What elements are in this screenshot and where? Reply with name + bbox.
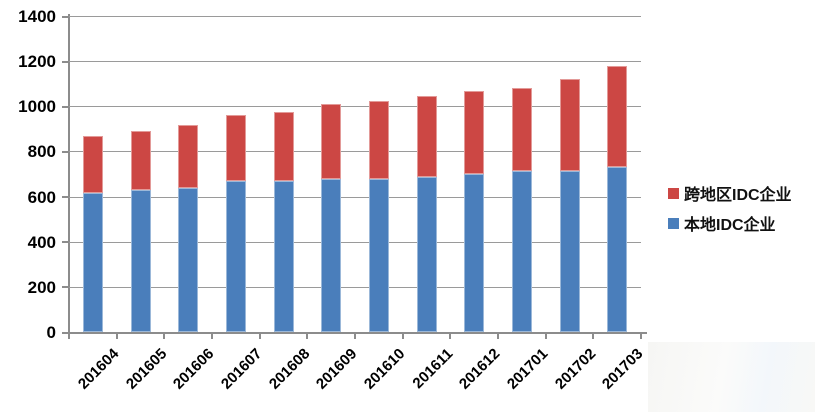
bar-segment-local-201701 <box>511 170 532 332</box>
x-tick-3 <box>211 334 213 339</box>
x-tick-5 <box>306 334 309 339</box>
bar-segment-cross-region-201609 <box>321 104 342 179</box>
bar-segment-local-201607 <box>225 180 246 332</box>
y-tick-1200 <box>62 60 69 63</box>
y-tick-label-1400: 1400 <box>18 7 56 26</box>
x-tick-11 <box>592 334 595 339</box>
gridline-1000 <box>69 106 641 108</box>
bar-segment-local-201703 <box>607 167 628 332</box>
y-tick-400 <box>62 241 69 244</box>
legend-label-cross-region: 跨地区IDC企业 <box>684 187 792 204</box>
y-tick-label-400: 400 <box>27 232 56 252</box>
bar-segment-local-201610 <box>368 178 389 332</box>
y-tick-label-0: 0 <box>46 323 56 342</box>
y-tick-200 <box>62 286 69 289</box>
gridline-1400 <box>69 16 641 17</box>
x-tick-12 <box>640 334 642 339</box>
x-tick-8 <box>449 334 452 339</box>
y-tick-1400 <box>62 15 69 18</box>
legend-item-cross-region: 跨地区IDC企业 <box>668 181 792 205</box>
bar-segment-local-201611 <box>416 177 437 332</box>
x-tick-4 <box>258 334 261 339</box>
x-tick-6 <box>354 334 356 339</box>
bar-segment-local-201605 <box>130 189 151 332</box>
y-tick-label-1000: 1000 <box>18 97 56 117</box>
bar-segment-local-201612 <box>464 174 485 332</box>
x-tick-1 <box>115 334 118 339</box>
x-tick-9 <box>497 334 499 339</box>
y-tick-label-1200: 1200 <box>18 52 56 72</box>
bar-segment-cross-region-201612 <box>464 90 485 174</box>
gridline-1200 <box>69 61 641 63</box>
gridline-800 <box>69 151 641 153</box>
x-tick-0 <box>68 334 70 339</box>
y-tick-1000 <box>62 105 69 108</box>
y-tick-0 <box>62 331 69 334</box>
bar-segment-cross-region-201605 <box>130 131 151 190</box>
x-tick-10 <box>544 334 547 339</box>
gridline-200 <box>69 286 641 288</box>
bar-segment-cross-region-201703 <box>607 66 628 168</box>
bar-segment-cross-region-201701 <box>511 87 532 171</box>
y-tick-label-600: 600 <box>27 187 56 207</box>
x-tick-2 <box>163 334 166 339</box>
gridline-400 <box>69 241 641 243</box>
y-tick-label-200: 200 <box>27 277 56 297</box>
y-tick-800 <box>62 150 69 153</box>
bar-segment-cross-region-201607 <box>225 114 246 181</box>
y-axis-line <box>68 14 70 333</box>
bar-segment-cross-region-201610 <box>368 101 389 179</box>
watermark-artifact <box>648 342 815 412</box>
y-tick-label-800: 800 <box>27 142 56 162</box>
bar-segment-cross-region-201611 <box>416 96 437 178</box>
legend-item-local: 本地IDC企业 <box>668 211 776 235</box>
bar-segment-local-201702 <box>559 171 580 332</box>
bar-segment-local-201609 <box>321 178 342 332</box>
gridline-600 <box>69 196 641 198</box>
bar-segment-local-201604 <box>82 193 103 332</box>
legend-swatch-blue <box>668 217 679 229</box>
bar-segment-cross-region-201608 <box>273 111 294 181</box>
legend-swatch-red <box>668 187 679 199</box>
y-tick-600 <box>62 196 69 199</box>
x-axis-line <box>63 332 647 334</box>
bar-segment-cross-region-201702 <box>559 79 580 172</box>
legend-label-local: 本地IDC企业 <box>684 217 776 234</box>
bar-segment-cross-region-201606 <box>178 124 199 188</box>
bar-segment-local-201608 <box>273 180 294 332</box>
x-tick-7 <box>401 334 404 339</box>
bar-segment-cross-region-201604 <box>82 135 103 194</box>
bar-segment-local-201606 <box>178 187 199 332</box>
